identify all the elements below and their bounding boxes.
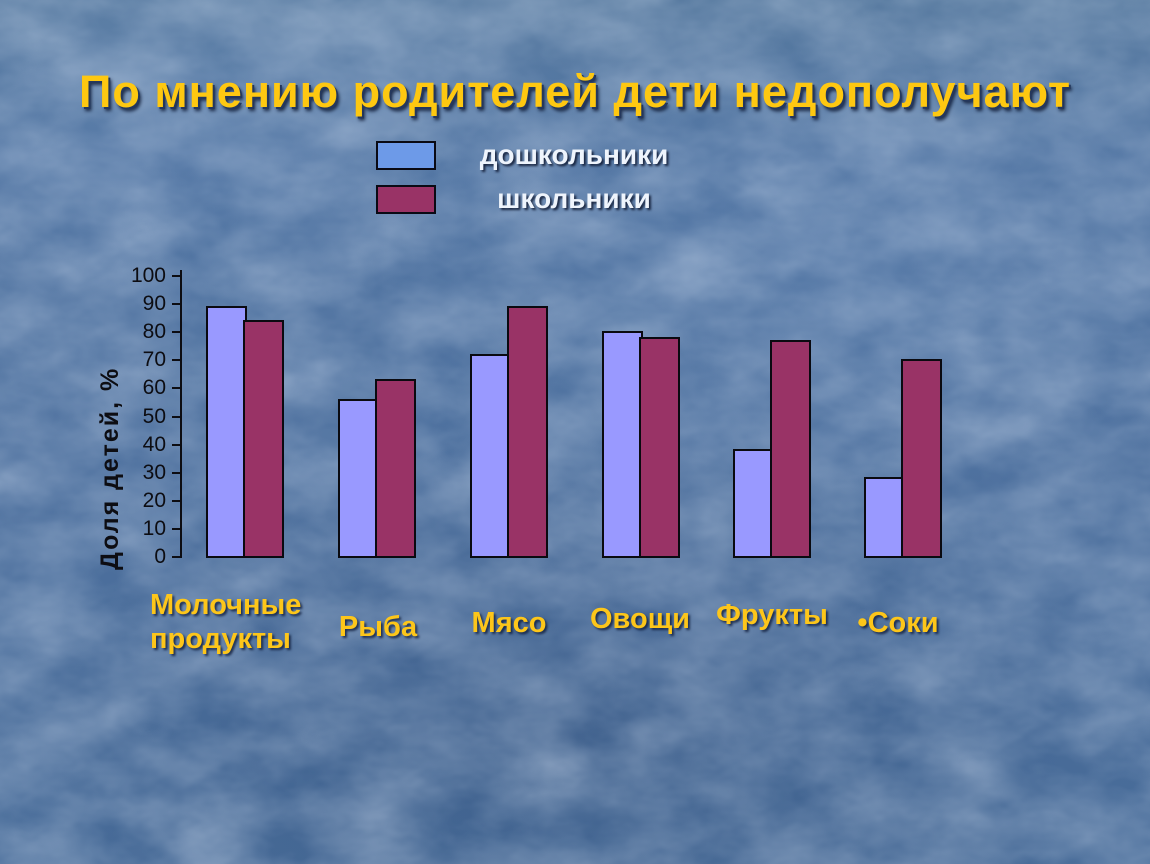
y-tick-label: 30 xyxy=(142,460,166,484)
bar-preschool-3 xyxy=(602,331,643,558)
bar-preschool-0 xyxy=(206,306,247,558)
y-tick-label: 70 xyxy=(142,348,166,372)
bar-preschool-2 xyxy=(470,354,511,558)
y-tick-mark xyxy=(172,303,181,306)
y-tick-mark xyxy=(172,527,181,530)
y-tick-label: 40 xyxy=(142,432,166,456)
category-label-4: Фрукты xyxy=(716,599,828,631)
y-tick-mark xyxy=(172,556,181,558)
y-tick-mark xyxy=(172,415,181,418)
y-tick-mark xyxy=(172,387,181,390)
bar-school-5 xyxy=(901,359,942,558)
legend-label: дошкольники xyxy=(479,139,669,170)
category-label-0: Молочные продукты xyxy=(150,589,302,655)
y-tick-mark xyxy=(172,499,181,502)
y-tick-label: 50 xyxy=(142,404,166,428)
bar-school-3 xyxy=(639,337,680,558)
bar-school-4 xyxy=(770,340,811,558)
y-tick-label: 100 xyxy=(130,264,166,287)
y-tick-mark xyxy=(172,359,181,362)
y-tick-label: 10 xyxy=(142,516,166,540)
y-tick-mark xyxy=(172,443,181,446)
legend-swatch-school xyxy=(376,185,436,214)
y-tick-label: 0 xyxy=(154,545,166,568)
y-tick-label: 80 xyxy=(142,320,166,344)
category-label-2: Мясо xyxy=(471,607,547,639)
y-tick-mark xyxy=(172,275,181,277)
y-tick-label: 20 xyxy=(142,488,166,512)
bar-preschool-5 xyxy=(864,477,905,558)
legend-swatch-preschool xyxy=(376,141,436,170)
legend-label: школьники xyxy=(497,183,651,214)
category-label-1: Рыба xyxy=(338,611,418,643)
y-tick-mark xyxy=(172,471,181,474)
bar-school-0 xyxy=(243,320,284,558)
bar-school-1 xyxy=(375,379,416,558)
category-label-5: •Соки xyxy=(857,607,939,639)
category-label-3: Овощи xyxy=(589,603,690,635)
bar-preschool-1 xyxy=(338,399,379,558)
y-tick-mark xyxy=(172,331,181,334)
bar-school-2 xyxy=(507,306,548,558)
y-tick-label: 90 xyxy=(142,292,166,316)
slide-title: По мнению родителей дети недополучают xyxy=(79,66,1071,117)
y-axis-line xyxy=(180,270,182,558)
y-tick-label: 60 xyxy=(142,376,166,400)
bar-preschool-4 xyxy=(733,449,774,558)
